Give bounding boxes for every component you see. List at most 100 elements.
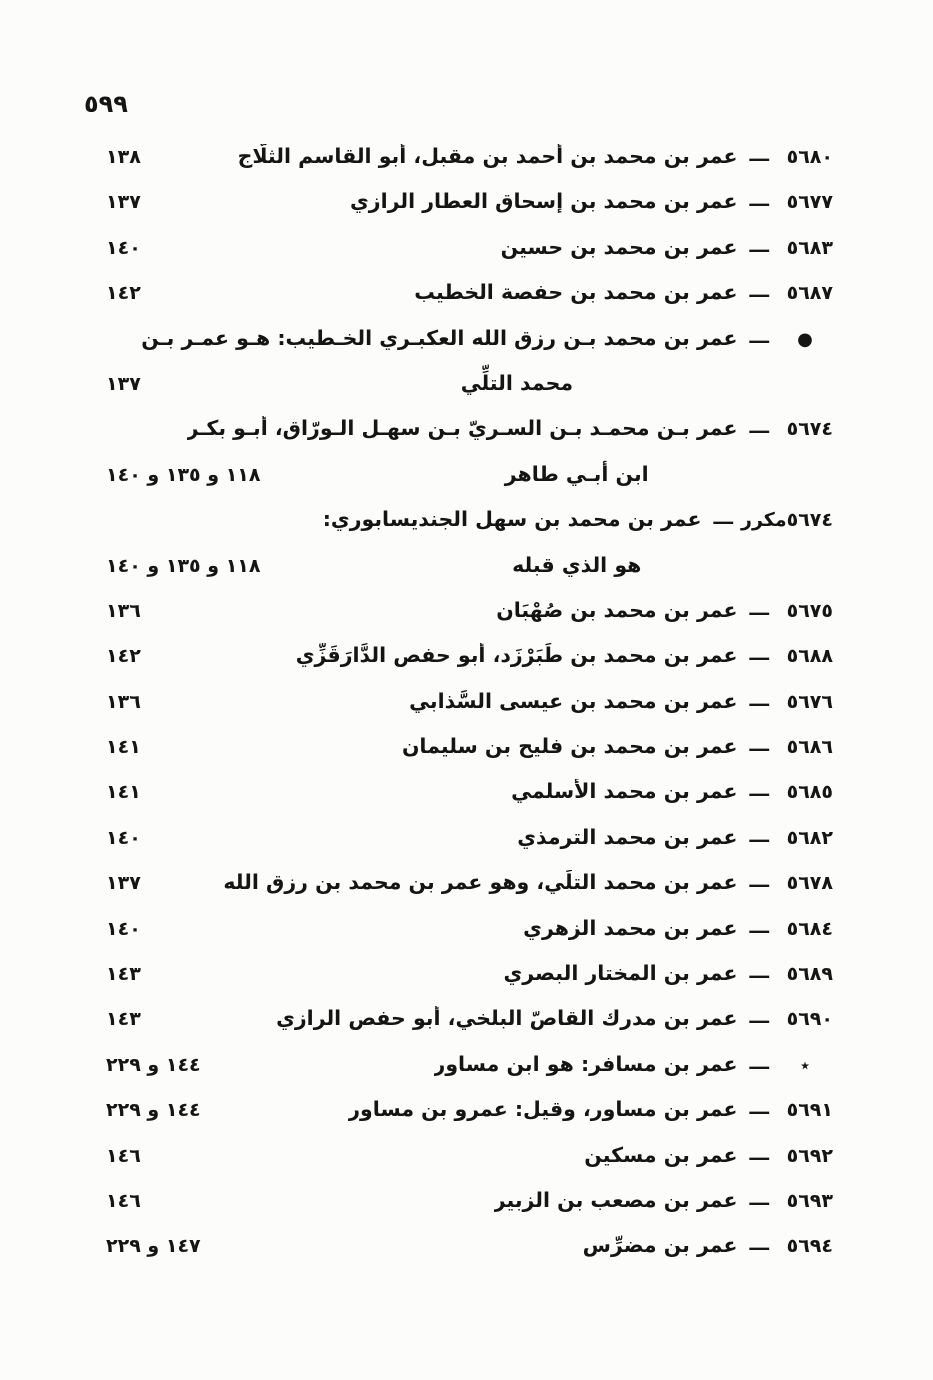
entry-number: ٥٦٨٠ <box>786 146 833 168</box>
entry-line-1: ٥٦٨٩ ـــ عمر بن المختار البصري ١٤٣ <box>106 961 833 1006</box>
entry-number: ● <box>797 328 813 350</box>
entry-number: ٥٦٧٦ <box>786 690 833 713</box>
index-entry: ٥٦٩٠ ـــ عمر بن مدرك القاصّ البلخي، أبو … <box>106 1006 833 1051</box>
entry-page-refs: ١٣٨ <box>106 146 141 168</box>
entry-number: ٥٦٧٤مكرر <box>741 509 833 532</box>
entry-page-refs: ١٣٦ <box>106 690 141 713</box>
entry-name: عمر بن محمد الترمذي <box>517 824 738 849</box>
entry-line-1: ٥٦٩٠ ـــ عمر بن مدرك القاصّ البلخي، أبو … <box>106 1006 833 1051</box>
entry-line-1: ٥٦٩٢ ـــ عمر بن مسكين ١٤٦ <box>106 1143 833 1188</box>
index-entry: ٥٦٩١ ـــ عمر بن مساور، وقيل: عمرو بن مسا… <box>106 1097 833 1142</box>
entry-name: عمر بن محمد بن صُهْبَان <box>496 597 738 622</box>
index-entry: ٥٦٧٦ ـــ عمر بن محمد بن عيسى السَّذابي ١… <box>106 689 833 734</box>
entry-page-refs: ١٤٢ <box>106 282 141 305</box>
index-entry: ٥٦٨٣ ـــ عمر بن محمد بن حسين ١٤٠ <box>106 235 833 280</box>
entry-number: ٥٦٨٨ <box>786 645 833 668</box>
entry-name: عمر بن محمد بن فليح بن سليمان <box>401 734 738 759</box>
entry-line-1: ٥٦٨٠ ـــ عمر بن محمد بن أحمد بن مقبل، أب… <box>106 144 833 189</box>
entry-name-continuation: محمد التلِّي <box>460 370 574 395</box>
entry-dash-separator: ـــ <box>749 779 769 802</box>
entry-line-1: ٥٦٧٤ ـــ عمر بـن محمـد بـن السـريّ بـن س… <box>106 416 833 461</box>
entry-dash-separator: ـــ <box>749 280 769 303</box>
index-entry: ٥٦٩٢ ـــ عمر بن مسكين ١٤٦ <box>106 1143 833 1188</box>
entry-page-refs: ١٤١ <box>106 736 141 759</box>
entry-number: ٥٦٩١ <box>786 1099 833 1122</box>
entry-page-refs: ١٣٧ <box>106 872 141 895</box>
entry-page-refs: ١٤٧ و ٢٢٩ <box>106 1235 201 1258</box>
entry-page-refs: ١٣٧ <box>106 191 141 214</box>
entry-name: عمر بن مسافر: هو ابن مساور <box>433 1051 738 1076</box>
index-entry: ٥٦٩٣ ـــ عمر بن مصعب بن الزبير ١٤٦ <box>106 1188 833 1233</box>
entry-dash-separator: ـــ <box>749 234 769 257</box>
entry-number: ٥٦٧٨ <box>786 872 833 895</box>
entry-dash-separator: ـــ <box>749 734 769 757</box>
entry-name: عمر بن محمد الزهري <box>523 915 738 940</box>
entry-number: ٥٦٩٣ <box>786 1189 833 1212</box>
entry-line-1: ٥٦٧٤مكرر ـــ عمر بن محمد بن سهل الجنديسا… <box>106 507 833 552</box>
entry-dash-separator: ـــ <box>749 597 769 620</box>
entry-dash-separator: ـــ <box>749 1187 769 1210</box>
entry-number: ٥٦٧٧ <box>786 191 833 214</box>
entry-number: ٥٦٧٥ <box>786 599 833 622</box>
entry-dash-separator: ـــ <box>749 1233 769 1256</box>
entry-dash-separator: ـــ <box>749 824 769 847</box>
entry-dash-separator: ـــ <box>749 1142 769 1165</box>
index-entry: ٥٦٨٧ ـــ عمر بن محمد بن حفصة الخطيب ١٤٢ <box>106 280 833 325</box>
entry-line-1: ٥٦٧٥ ـــ عمر بن محمد بن صُهْبَان ١٣٦ <box>106 598 833 643</box>
entry-dash-separator: ـــ <box>749 325 769 348</box>
entry-name: عمر بن مسكين <box>584 1142 738 1167</box>
entry-page-refs: ١٣٧ <box>106 372 141 395</box>
entry-page-refs: ١٤٤ و ٢٢٩ <box>106 1053 201 1076</box>
entry-name: عمر بن محمد بـن رزق الله العكبـري الخـطي… <box>141 325 738 350</box>
entry-line-1: ٥٦٨٥ ـــ عمر بن محمد الأسلمي ١٤١ <box>106 779 833 824</box>
entry-page-refs: ١٣٦ <box>106 599 141 622</box>
entry-number: ٥٦٨٢ <box>786 826 833 849</box>
entry-number: ٥٦٧٤ <box>786 418 833 441</box>
entry-number: ٥٦٨٤ <box>786 917 833 940</box>
entry-line-2: هو الذي قبله ١١٨ و ١٣٥ و ١٤٠ <box>106 553 833 598</box>
entry-number: ٥٦٩٤ <box>786 1235 833 1258</box>
entry-page-refs: ١٤٠ <box>106 917 141 940</box>
entry-page-refs: ١٤٤ و ٢٢٩ <box>106 1099 201 1122</box>
entry-name-continuation: هو الذي قبله <box>512 552 642 577</box>
entry-dash-separator: ـــ <box>749 643 769 666</box>
entry-name: عمر بن محمد بن عيسى السَّذابي <box>409 688 738 713</box>
index-entry: ٥٦٨٢ ـــ عمر بن محمد الترمذي ١٤٠ <box>106 825 833 870</box>
index-entry: ٥٦٩٤ ـــ عمر بن مضرِّس ١٤٧ و ٢٢٩ <box>106 1233 833 1278</box>
entry-line-1: ٥٦٩٣ ـــ عمر بن مصعب بن الزبير ١٤٦ <box>106 1188 833 1233</box>
entry-line-1: ٥٦٨٣ ـــ عمر بن محمد بن حسين ١٤٠ <box>106 235 833 280</box>
entry-page-refs: ١٤٠ <box>106 826 141 849</box>
entry-page-refs: ١٤٠ <box>106 236 141 259</box>
entry-page-refs: ١٤٦ <box>106 1144 141 1167</box>
entry-name: عمر بن المختار البصري <box>503 961 738 986</box>
entry-page-refs: ١٤٦ <box>106 1189 141 1212</box>
index-entry: ٥٦٨٤ ـــ عمر بن محمد الزهري ١٤٠ <box>106 916 833 961</box>
entry-line-1: ٥٦٩١ ـــ عمر بن مساور، وقيل: عمرو بن مسا… <box>106 1097 833 1142</box>
entry-line-1: ٥٦٧٧ ـــ عمر بن محمد بن إسحاق العطار الر… <box>106 189 833 234</box>
entry-dash-separator: ـــ <box>749 144 769 166</box>
entry-dash-separator: ـــ <box>749 416 769 439</box>
entry-number: ٥٦٩٢ <box>786 1144 833 1167</box>
entry-page-refs: ١٤٣ <box>106 1008 141 1031</box>
entry-dash-separator: ـــ <box>713 507 734 530</box>
entry-page-refs: ١١٨ و ١٣٥ و ١٤٠ <box>106 554 261 577</box>
index-entry: ٥٦٨٠ ـــ عمر بن محمد بن أحمد بن مقبل، أب… <box>106 144 833 189</box>
entry-page-refs: ١٤١ <box>106 781 141 804</box>
index-entry: ٥٦٨٨ ـــ عمر بن محمد بن طَبَرْزَد، أبو ح… <box>106 643 833 688</box>
entry-line-1: ٥٦٨٧ ـــ عمر بن محمد بن حفصة الخطيب ١٤٢ <box>106 280 833 325</box>
entry-page-refs: ١٤٢ <box>106 645 141 668</box>
entry-name: عمر بـن محمـد بـن السـريّ بـن سهـل الـور… <box>186 416 738 441</box>
index-entry: ٥٦٨٦ ـــ عمر بن محمد بن فليح بن سليمان ١… <box>106 734 833 779</box>
index-entry: ٥٦٧٨ ـــ عمر بن محمد التلِّي، وهو عمر بن… <box>106 870 833 915</box>
index-entry: ٥٦٨٥ ـــ عمر بن محمد الأسلمي ١٤١ <box>106 779 833 824</box>
entry-name: عمر بن مدرك القاصّ البلخي، أبو حفص الراز… <box>276 1006 738 1031</box>
entry-number: ٥٦٨٩ <box>786 963 833 986</box>
entry-number: ٥٦٨٧ <box>786 282 833 305</box>
entry-line-1: ٥٦٧٦ ـــ عمر بن محمد بن عيسى السَّذابي ١… <box>106 689 833 734</box>
entry-name: عمر بن محمد بن حسين <box>500 234 738 259</box>
entry-dash-separator: ـــ <box>749 961 769 984</box>
index-entry: ٥٦٨٩ ـــ عمر بن المختار البصري ١٤٣ <box>106 961 833 1006</box>
entry-line-1: ٭ ـــ عمر بن مسافر: هو ابن مساور ١٤٤ و ٢… <box>106 1052 833 1097</box>
entry-number: ٭ <box>800 1054 810 1076</box>
entry-line-1: ٥٦٨٦ ـــ عمر بن محمد بن فليح بن سليمان ١… <box>106 734 833 779</box>
